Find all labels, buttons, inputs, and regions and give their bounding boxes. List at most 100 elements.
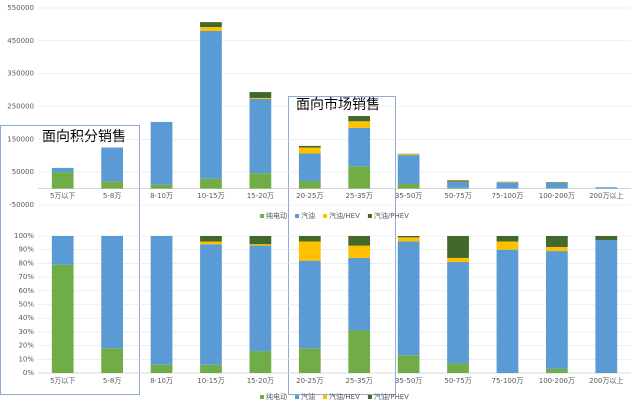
bar-segment — [249, 244, 272, 246]
legend-swatch — [323, 214, 328, 218]
bar-segment — [249, 245, 272, 352]
bar-segment — [51, 264, 74, 373]
bar-segment — [447, 257, 469, 263]
bar-segment — [546, 236, 568, 247]
bar-segment — [298, 147, 321, 154]
bar-segment — [595, 187, 618, 189]
bar-segment — [595, 240, 618, 373]
bar-segment — [249, 351, 272, 373]
bar-segment — [150, 184, 173, 189]
bar-segment — [200, 244, 222, 365]
x-tick-label: 8-10万 — [150, 192, 173, 200]
bar-segment — [249, 98, 272, 174]
bar-segment — [397, 236, 420, 238]
bar-segment — [447, 182, 469, 188]
bar-segment — [101, 181, 123, 189]
y-tick-label: 60% — [18, 287, 34, 295]
bar-segment — [397, 155, 420, 184]
x-tick-label: 25-35万 — [346, 192, 373, 200]
x-tick-label: 5万以下 — [50, 377, 75, 385]
y-tick-label: 50% — [18, 301, 34, 309]
y-tick-label: 0% — [23, 369, 34, 377]
bar-segment — [397, 154, 420, 156]
bar-segment — [200, 22, 222, 28]
y-tick-label: 50000 — [12, 168, 34, 176]
bar-segment — [546, 182, 568, 189]
y-tick-label: 450000 — [7, 37, 34, 45]
x-tick-label: 5-8万 — [103, 192, 121, 200]
bar-segment — [348, 330, 371, 373]
y-tick-label: 250000 — [7, 103, 34, 111]
bar-segment — [249, 92, 272, 98]
bar-segment — [546, 368, 568, 373]
x-tick-label: 25-35万 — [346, 377, 373, 385]
x-tick-label: 15-20万 — [247, 377, 274, 385]
legend-swatch — [323, 395, 328, 399]
bar-segment — [447, 187, 469, 189]
bar-segment — [249, 97, 272, 99]
y-tick-label: 150000 — [7, 135, 34, 143]
annotation-box — [0, 125, 140, 395]
bar-segment — [496, 249, 519, 373]
y-tick-label: 30% — [18, 328, 34, 336]
x-tick-label: 50-75万 — [444, 377, 471, 385]
bar-segment — [101, 348, 123, 373]
bar-segment — [298, 241, 321, 261]
bar-segment — [298, 260, 321, 349]
legend-label: 汽油/PHEV — [374, 392, 409, 401]
legend-label: 汽油 — [301, 211, 315, 220]
x-tick-label: 20-25万 — [296, 192, 323, 200]
x-tick-label: 15-20万 — [247, 192, 274, 200]
bar-segment — [447, 180, 469, 182]
bar-segment — [546, 251, 568, 369]
bar-segment — [447, 262, 469, 364]
x-tick-label: 5万以下 — [50, 192, 75, 200]
bar-segment — [150, 364, 173, 373]
bar-segment — [595, 236, 618, 241]
bar-segment — [546, 182, 568, 183]
y-tick-label: 10% — [18, 355, 34, 363]
x-tick-label: 50-75万 — [444, 192, 471, 200]
bar-segment — [397, 237, 420, 242]
bar-segment — [397, 241, 420, 356]
legend-label: 纯电动 — [266, 392, 287, 401]
x-tick-label: 75-100万 — [492, 192, 524, 200]
bar-segment — [546, 246, 568, 252]
bar-segment — [150, 121, 173, 185]
y-tick-label: 550000 — [7, 4, 34, 12]
legend-swatch — [295, 395, 300, 399]
bar-segment — [200, 241, 222, 245]
bar-segment — [447, 363, 469, 373]
bar-segment — [200, 364, 222, 373]
annotation: 面向市场销售 — [296, 96, 380, 113]
x-tick-label: 35-50万 — [395, 192, 422, 200]
bar-segment — [397, 355, 420, 373]
bar-segment — [249, 236, 272, 245]
y-tick-label: 350000 — [7, 70, 34, 78]
bar-segment — [150, 236, 173, 365]
bar-segment — [298, 236, 321, 242]
bar-segment — [51, 236, 74, 265]
bar-segment — [298, 348, 321, 373]
x-tick-label: 100-200万 — [539, 192, 575, 200]
bar-segment — [348, 121, 371, 128]
y-tick-label: -50000 — [9, 201, 34, 209]
legend-swatch — [260, 395, 265, 399]
x-tick-label: 35-50万 — [395, 377, 422, 385]
annotation-box — [288, 96, 396, 395]
legend-label: 汽油/PHEV — [374, 211, 409, 220]
legend-label: 汽油 — [301, 392, 315, 401]
y-tick-label: 90% — [18, 246, 34, 254]
legend-label: 汽油/HEV — [329, 392, 360, 401]
y-tick-label: 70% — [18, 273, 34, 281]
bar-segment — [249, 173, 272, 189]
bar-segment — [496, 241, 519, 250]
x-tick-label: 10-15万 — [197, 377, 224, 385]
y-tick-label: 40% — [18, 314, 34, 322]
bar-segment — [101, 147, 123, 182]
bar-segment — [51, 167, 74, 173]
x-tick-label: 200万以上 — [589, 376, 623, 385]
legend-swatch — [260, 214, 265, 218]
